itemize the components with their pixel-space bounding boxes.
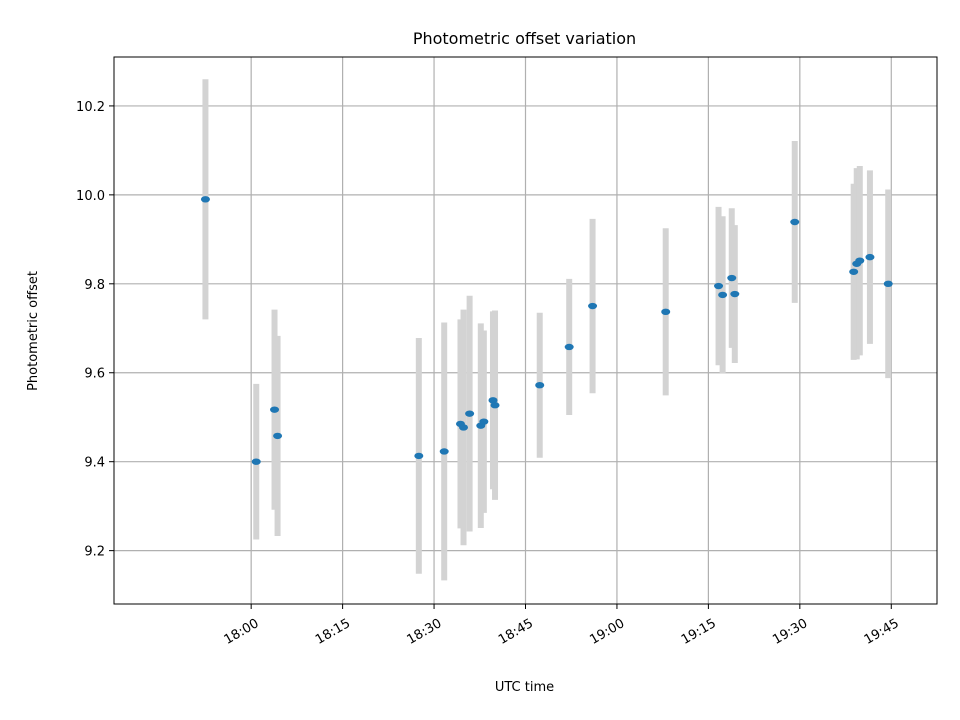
- data-point: [439, 448, 449, 455]
- x-tick-label: 18:15: [313, 616, 353, 648]
- data-point: [883, 280, 893, 288]
- y-tick-label: 9.2: [84, 545, 105, 560]
- data-point: [718, 291, 728, 299]
- x-axis-label: UTC time: [495, 680, 554, 695]
- data-point: [200, 196, 210, 203]
- y-tick-label: 9.8: [84, 278, 105, 293]
- x-tick-label: 19:15: [679, 616, 719, 648]
- data-point: [270, 406, 280, 413]
- x-tick-label: 18:45: [496, 616, 536, 648]
- data-point: [855, 257, 865, 264]
- data-point: [414, 452, 424, 460]
- data-point: [251, 458, 261, 465]
- data-point: [790, 218, 800, 226]
- x-tick-label: 18:30: [405, 616, 445, 648]
- x-axis-ticks: 18:00 18:15 18:30 18:45 19:00 19:15 19:30 19:45: [222, 604, 902, 648]
- data-point: [730, 290, 740, 298]
- data-point: [488, 397, 498, 404]
- x-tick-label: 18:00: [222, 616, 262, 648]
- x-tick-label: 19:45: [862, 616, 902, 648]
- data-point: [535, 382, 545, 389]
- data-point: [490, 402, 500, 409]
- x-tick-label: 19:00: [587, 616, 627, 648]
- x-tick-label: 19:30: [770, 616, 810, 648]
- data-point: [465, 410, 475, 417]
- data-points: [200, 196, 893, 465]
- chart-title: Photometric offset variation: [413, 29, 636, 48]
- error-bars: [202, 79, 892, 581]
- data-point: [564, 343, 574, 351]
- y-tick-label: 10.0: [76, 189, 105, 204]
- data-point: [849, 268, 859, 275]
- data-point: [661, 308, 671, 316]
- y-axis-label: Photometric offset: [26, 271, 41, 391]
- data-point: [273, 432, 283, 440]
- y-tick-label: 9.4: [84, 456, 105, 471]
- data-point: [727, 274, 737, 282]
- data-point: [865, 253, 875, 261]
- data-point: [714, 282, 724, 290]
- y-axis-ticks: 9.2 9.4 9.6 9.8 10.0 10.2: [76, 100, 114, 560]
- data-point: [459, 424, 469, 431]
- grid-lines: [114, 57, 937, 604]
- y-tick-label: 9.6: [84, 367, 105, 382]
- y-tick-label: 10.2: [76, 100, 105, 115]
- data-point: [479, 418, 489, 425]
- data-point: [588, 302, 598, 310]
